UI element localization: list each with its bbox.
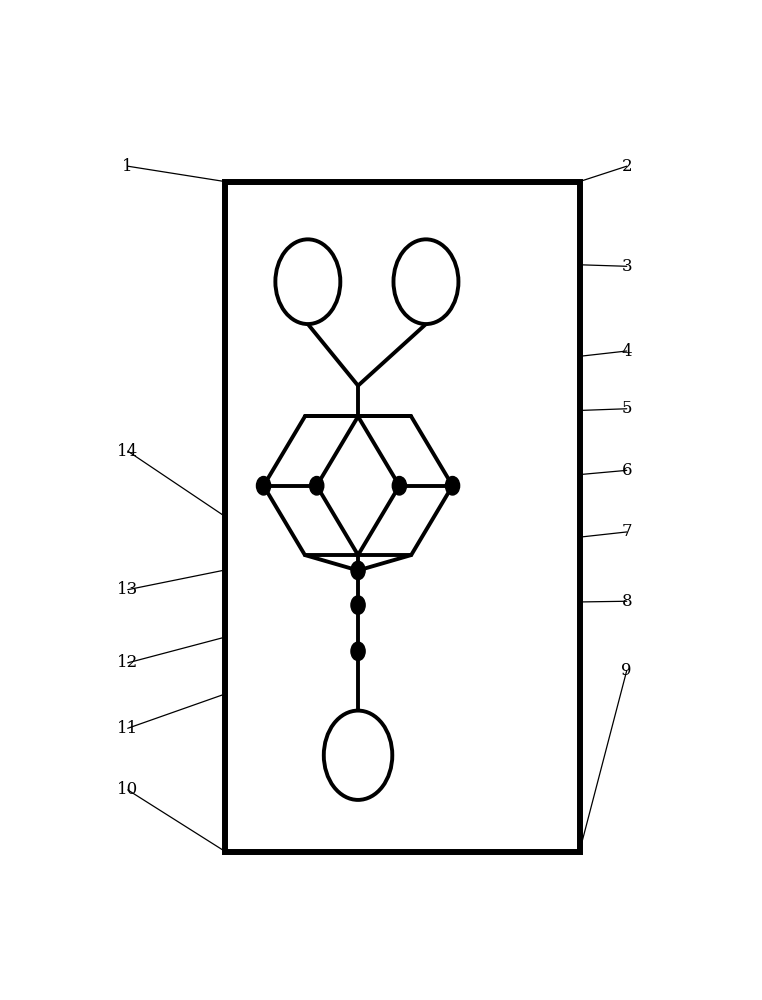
Text: 13: 13 (117, 581, 139, 598)
Circle shape (309, 477, 324, 495)
Ellipse shape (393, 239, 459, 324)
Ellipse shape (324, 711, 392, 800)
Text: 11: 11 (117, 720, 139, 737)
Circle shape (446, 477, 459, 495)
Text: 3: 3 (622, 258, 632, 275)
Text: 10: 10 (117, 781, 139, 798)
Text: 14: 14 (117, 443, 139, 460)
Text: 9: 9 (622, 662, 632, 679)
Circle shape (351, 596, 365, 614)
Text: 12: 12 (117, 654, 139, 671)
Circle shape (392, 477, 406, 495)
Text: 4: 4 (622, 342, 632, 360)
Circle shape (351, 642, 365, 661)
Text: 2: 2 (622, 158, 632, 175)
Text: 1: 1 (123, 158, 133, 175)
Text: 5: 5 (622, 400, 632, 417)
Bar (226, 182, 580, 852)
Circle shape (257, 477, 271, 495)
Text: 8: 8 (622, 593, 632, 610)
Text: 7: 7 (622, 523, 632, 540)
Circle shape (351, 561, 365, 580)
Ellipse shape (275, 239, 341, 324)
Text: 6: 6 (622, 462, 632, 479)
